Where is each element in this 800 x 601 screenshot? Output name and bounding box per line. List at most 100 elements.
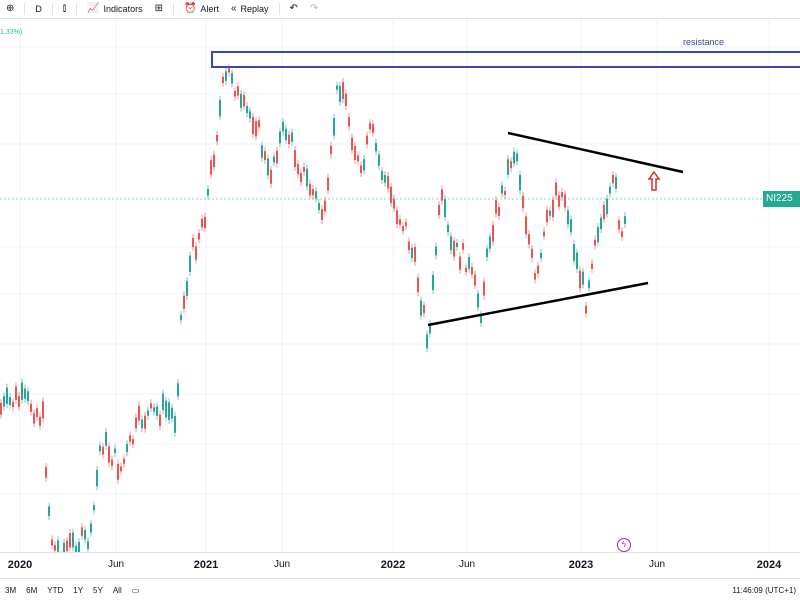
x-tick-label: 2024 bbox=[756, 559, 782, 571]
date-range-icon[interactable]: ▭ bbox=[131, 585, 140, 595]
candle-body bbox=[99, 445, 101, 452]
candle-body bbox=[63, 542, 65, 552]
alert-button[interactable]: ⏰ Alert bbox=[178, 0, 225, 18]
candle-body bbox=[222, 76, 224, 84]
candle-body bbox=[150, 403, 152, 409]
candle-body bbox=[585, 305, 587, 314]
range-1y-button[interactable]: 1Y bbox=[73, 585, 84, 595]
lower-trend-line[interactable] bbox=[427, 281, 649, 327]
candle-body bbox=[126, 443, 128, 453]
range-5y-button[interactable]: 5Y bbox=[93, 585, 103, 595]
candle-body bbox=[42, 401, 44, 419]
candle-body bbox=[519, 174, 521, 191]
candle-body bbox=[81, 527, 83, 536]
chart-type-button[interactable]: ⫾ bbox=[57, 0, 72, 18]
candle-body bbox=[183, 295, 185, 309]
candle-body bbox=[207, 188, 209, 196]
candle-body bbox=[525, 216, 527, 235]
candle-body bbox=[66, 540, 68, 551]
candle-body bbox=[270, 169, 272, 184]
price-chart[interactable]: resistance bbox=[0, 19, 800, 552]
candle-body bbox=[297, 163, 299, 175]
candle-body bbox=[396, 210, 398, 225]
candle-body bbox=[576, 252, 578, 269]
layout-templates-button[interactable]: ⊞ bbox=[149, 0, 169, 18]
candle-body bbox=[483, 281, 485, 296]
candle-body bbox=[105, 431, 107, 446]
candle-body bbox=[294, 150, 296, 168]
resistance-box[interactable] bbox=[211, 51, 800, 68]
candle-body bbox=[96, 469, 98, 487]
candle-body bbox=[24, 388, 26, 399]
candle-body bbox=[492, 225, 494, 242]
candle-body bbox=[348, 117, 350, 127]
candle-body bbox=[192, 237, 194, 248]
candle-body bbox=[54, 545, 56, 551]
chart-pane[interactable]: resistance bbox=[0, 19, 800, 552]
upper-trend-line[interactable] bbox=[507, 131, 684, 174]
candle-body bbox=[21, 382, 23, 400]
range-all-button[interactable]: All bbox=[112, 585, 122, 595]
candle-body bbox=[513, 151, 515, 164]
candle-body bbox=[153, 407, 155, 412]
x-tick-label: Jun bbox=[458, 559, 476, 570]
undo-button[interactable]: ↶ bbox=[284, 0, 304, 18]
candle-body bbox=[174, 415, 176, 433]
candle-body bbox=[363, 159, 365, 171]
time-axis[interactable]: 2020 Jun 2021 Jun 2022 Jun 2023 Jun 2024 bbox=[0, 552, 800, 579]
candle-body bbox=[621, 231, 623, 237]
candle-body bbox=[549, 210, 551, 216]
candle-body bbox=[138, 405, 140, 421]
x-tick-label: 2021 bbox=[193, 559, 219, 571]
range-3m-button[interactable]: 3M bbox=[5, 585, 17, 595]
candle-body bbox=[432, 274, 434, 291]
candle-body bbox=[45, 467, 47, 478]
candle-body bbox=[267, 158, 269, 176]
candle-body bbox=[3, 396, 5, 407]
candle-body bbox=[579, 270, 581, 289]
indicators-button[interactable]: 📈 Indicators bbox=[81, 0, 148, 18]
candle-body bbox=[375, 142, 377, 152]
candle-body bbox=[144, 415, 146, 429]
interval-button[interactable]: D bbox=[29, 0, 48, 18]
candle-body bbox=[315, 191, 317, 199]
grid-icon: ⊞ bbox=[154, 3, 163, 14]
candle-body bbox=[444, 199, 446, 217]
candle-body bbox=[159, 414, 161, 427]
redo-button[interactable]: ↷ bbox=[304, 0, 324, 18]
candle-body bbox=[459, 256, 461, 270]
replay-button[interactable]: «Replay bbox=[225, 0, 275, 18]
candle-body bbox=[393, 198, 395, 209]
clock-label: 11:46:09 (UTC+1) bbox=[732, 586, 796, 595]
candle-body bbox=[537, 265, 539, 274]
candle-body bbox=[132, 439, 134, 445]
range-6m-button[interactable]: 6M bbox=[26, 585, 38, 595]
candle-body bbox=[510, 161, 512, 169]
candle-body bbox=[333, 118, 335, 136]
candle-body bbox=[486, 248, 488, 258]
candle-body bbox=[417, 277, 419, 293]
lightning-icon[interactable]: ϟ bbox=[617, 538, 631, 552]
candle-body bbox=[594, 239, 596, 246]
candle-body bbox=[198, 233, 200, 240]
candle-body bbox=[18, 395, 20, 407]
candle-body bbox=[426, 334, 428, 349]
candle-body bbox=[285, 128, 287, 141]
candle-body bbox=[225, 71, 227, 81]
candle-body bbox=[528, 234, 530, 245]
candle-body bbox=[588, 280, 590, 289]
candle-body bbox=[495, 200, 497, 214]
top-toolbar: ⊕ D ⫾ 📈 Indicators ⊞ ⏰ Alert «Replay ↶ ↷ bbox=[0, 0, 800, 19]
candle-body bbox=[171, 407, 173, 419]
bottom-toolbar: 3M 6M YTD 1Y 5Y All ▭ 11:46:09 (UTC+1) bbox=[0, 578, 800, 601]
add-symbol-button[interactable]: ⊕ bbox=[0, 0, 20, 18]
candle-body bbox=[399, 219, 401, 225]
candle-body bbox=[123, 458, 125, 464]
up-arrow-icon[interactable] bbox=[647, 170, 661, 191]
candle-body bbox=[597, 226, 599, 243]
candle-body bbox=[453, 240, 455, 257]
candle-body bbox=[603, 204, 605, 220]
range-ytd-button[interactable]: YTD bbox=[47, 585, 64, 595]
x-tick-label: Jun bbox=[273, 559, 291, 570]
candle-body bbox=[462, 243, 464, 250]
